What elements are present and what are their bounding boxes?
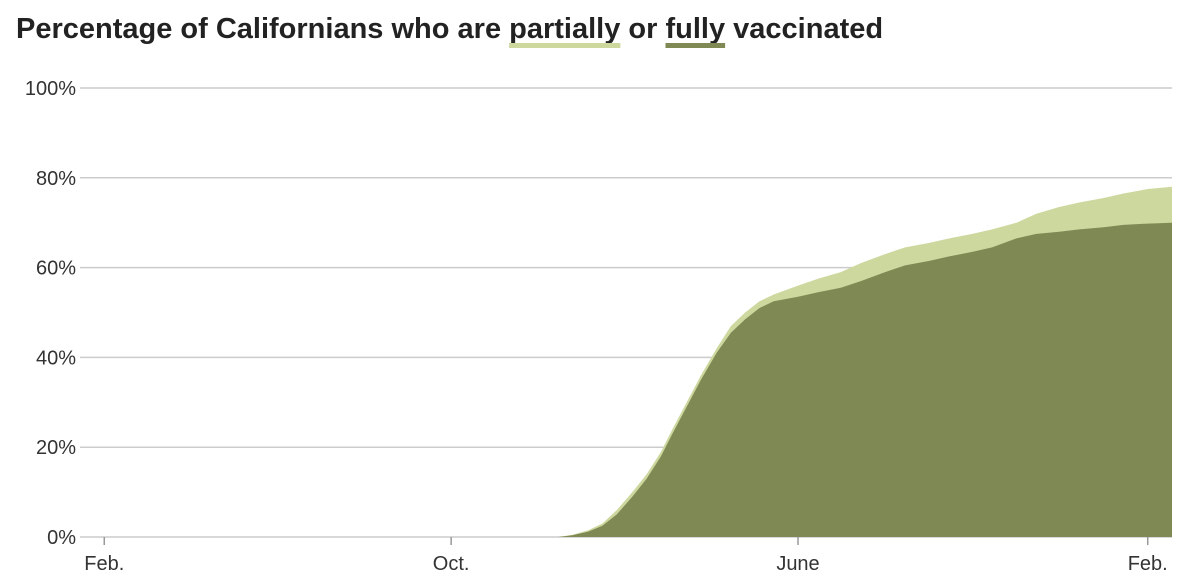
y-axis-ticks: 0% 20% 40% 60% 80% 100% xyxy=(25,78,76,549)
svg-text:Percentage of Californians who: Percentage of Californians who are parti… xyxy=(16,13,883,45)
y-tick-label: 0% xyxy=(47,527,76,549)
y-tick-label: 20% xyxy=(36,437,76,459)
x-axis-ticks: Feb. Oct. June Feb. xyxy=(84,537,1168,575)
x-tick-label: Feb. xyxy=(84,553,124,575)
y-tick-label: 80% xyxy=(36,168,76,190)
y-tick-label: 60% xyxy=(36,258,76,280)
title-suffix: vaccinated xyxy=(725,13,883,45)
chart-title: Percentage of Californians who are parti… xyxy=(16,13,883,45)
legend-partially-label: partially xyxy=(509,13,620,45)
x-tick-label: Feb. xyxy=(1128,553,1168,575)
legend-partially-swatch xyxy=(509,43,621,48)
legend-underlines xyxy=(509,43,726,48)
title-prefix: Percentage of Californians who are xyxy=(16,13,509,45)
legend-fully-label: fully xyxy=(665,13,725,45)
y-tick-label: 100% xyxy=(25,78,76,100)
y-tick-label: 40% xyxy=(36,347,76,369)
legend-fully-swatch xyxy=(665,43,726,48)
area-fully xyxy=(558,222,1172,537)
area-series xyxy=(558,186,1172,538)
x-tick-label: Oct. xyxy=(433,553,470,575)
title-middle: or xyxy=(620,13,665,45)
x-tick-label: June xyxy=(776,553,819,575)
